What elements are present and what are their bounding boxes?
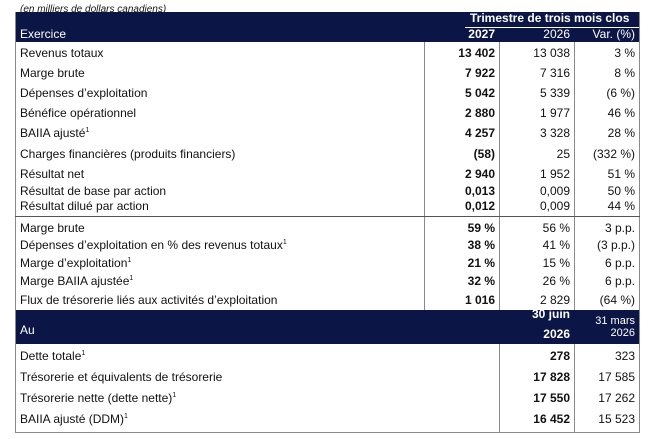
cell-change: 51 %	[607, 167, 635, 181]
cell-current: 0,013	[464, 184, 495, 198]
cell-change: (3 p.p.)	[596, 238, 635, 252]
cell-prior: 7 316	[539, 66, 570, 80]
cell-change: 6 p.p.	[604, 274, 635, 288]
cell-current: 278	[549, 349, 570, 363]
frame-right	[639, 12, 640, 433]
cell-change: 3 p.p.	[604, 221, 635, 235]
header-col-2027: 2027	[468, 27, 495, 41]
footnote-marker: 1	[124, 413, 128, 420]
cell-prior: 1 952	[539, 167, 570, 181]
col-divider-3	[574, 42, 575, 310]
col-divider-5	[574, 344, 575, 433]
cell-change: 6 p.p.	[604, 256, 635, 270]
cell-prior: 17 262	[598, 391, 635, 405]
header2-col-march-line1: 31 mars	[595, 315, 635, 327]
cell-prior: 1 977	[539, 106, 570, 120]
cell-change: 46 %	[607, 106, 635, 120]
col-divider-4	[499, 344, 500, 433]
cell-current: 5 042	[464, 86, 495, 100]
cell-current: 17 550	[533, 391, 570, 405]
cell-current: 13 402	[458, 46, 495, 60]
cell-change: 8 %	[614, 66, 635, 80]
cell-current: 4 257	[464, 126, 495, 140]
cell-current: 21 %	[467, 256, 495, 270]
cell-change: 28 %	[607, 126, 635, 140]
row-label: Charges financières (produits financiers…	[20, 147, 236, 161]
row-label: Bénéfice opérationnel	[20, 106, 137, 120]
row-label: Marge d’exploitation1	[20, 256, 132, 270]
row-label: Marge BAIIA ajustée1	[20, 274, 134, 288]
cell-prior: 0,009	[539, 184, 570, 198]
row-label: Trésorerie et équivalents de trésorerie	[20, 370, 223, 384]
row-label: Dette totale1	[20, 349, 86, 363]
cell-prior: 0,009	[539, 199, 570, 213]
row-label: Revenus totaux	[20, 46, 104, 60]
cell-current: 38 %	[467, 238, 495, 252]
table-header-balance: Au 30 juin 2026 31 mars 2026	[15, 308, 640, 344]
cell-current: 17 828	[533, 370, 570, 384]
cell-prior: 17 585	[598, 370, 635, 384]
row-label: Marge brute	[20, 66, 85, 80]
cell-change: (64 %)	[599, 293, 635, 307]
row-label: Flux de trésorerie liés aux activités d’…	[20, 293, 278, 307]
row-label: BAIIA ajusté1	[20, 126, 90, 140]
cell-current: 59 %	[467, 221, 495, 235]
cell-change: 50 %	[607, 184, 635, 198]
section-divider	[15, 216, 640, 217]
header2-col-march-line2: 2026	[610, 327, 635, 339]
footnote-marker: 1	[81, 350, 86, 357]
cell-current: 16 452	[533, 412, 570, 426]
cell-current: 32 %	[467, 274, 495, 288]
header2-col-june-line1: 30 juin	[531, 307, 570, 321]
cell-prior: 41 %	[542, 238, 570, 252]
cell-current: 0,012	[464, 199, 495, 213]
frame-bottom	[15, 432, 640, 433]
footnote-marker: 1	[85, 127, 90, 134]
cell-change: 44 %	[607, 199, 635, 213]
row-label: Trésorerie nette (dette nette)1	[20, 391, 177, 405]
footnote-marker: 1	[127, 257, 132, 264]
row-label: Dépenses d’exploitation	[20, 86, 148, 100]
header-col-2026: 2026	[543, 27, 570, 41]
group-title: Trimestre de trois mois clos	[470, 11, 630, 25]
row-label: BAIIA ajusté (DDM)1	[20, 412, 128, 426]
row-label: Résultat de base par action	[20, 184, 167, 198]
frame-left	[15, 12, 16, 433]
cell-current: 7 922	[464, 66, 495, 80]
row-label: Résultat dilué par action	[20, 199, 149, 213]
col-divider-2	[499, 42, 500, 310]
row-label: Dépenses d’exploitation en % des revenus…	[20, 238, 287, 252]
units-caption: (en milliers de dollars canadiens)	[20, 4, 167, 15]
cell-change: (332 %)	[592, 147, 635, 161]
col-divider-1	[424, 42, 425, 310]
footnote-marker: 1	[282, 239, 287, 246]
header-col-var: Var. (%)	[592, 27, 635, 41]
cell-prior: 13 038	[533, 46, 570, 60]
header2-col-march: 31 mars 2026	[595, 315, 635, 339]
header2-row-label: Au	[20, 323, 35, 337]
cell-prior: 56 %	[542, 221, 570, 235]
cell-prior: 3 328	[539, 126, 570, 140]
header-row-label: Exercice	[20, 27, 67, 41]
footnote-marker: 1	[172, 392, 177, 399]
header2-col-june-line2: 2026	[543, 327, 570, 341]
cell-prior: 25	[556, 147, 570, 161]
cell-prior: 15 523	[598, 412, 635, 426]
cell-prior: 2 829	[539, 293, 570, 307]
cell-prior: 15 %	[542, 256, 570, 270]
cell-current: (58)	[473, 147, 495, 161]
cell-prior: 323	[614, 349, 635, 363]
cell-change: (6 %)	[606, 86, 635, 100]
row-label: Marge brute	[20, 221, 85, 235]
cell-prior: 5 339	[539, 86, 570, 100]
cell-prior: 26 %	[542, 274, 570, 288]
cell-current: 1 016	[464, 293, 495, 307]
row-label: Résultat net	[20, 167, 85, 181]
header-underline	[465, 27, 640, 28]
cell-current: 2 880	[464, 106, 495, 120]
footnote-marker: 1	[129, 275, 134, 282]
cell-change: 3 %	[614, 46, 635, 60]
header2-col-june: 30 juin 2026	[532, 308, 570, 341]
cell-current: 2 940	[464, 167, 495, 181]
